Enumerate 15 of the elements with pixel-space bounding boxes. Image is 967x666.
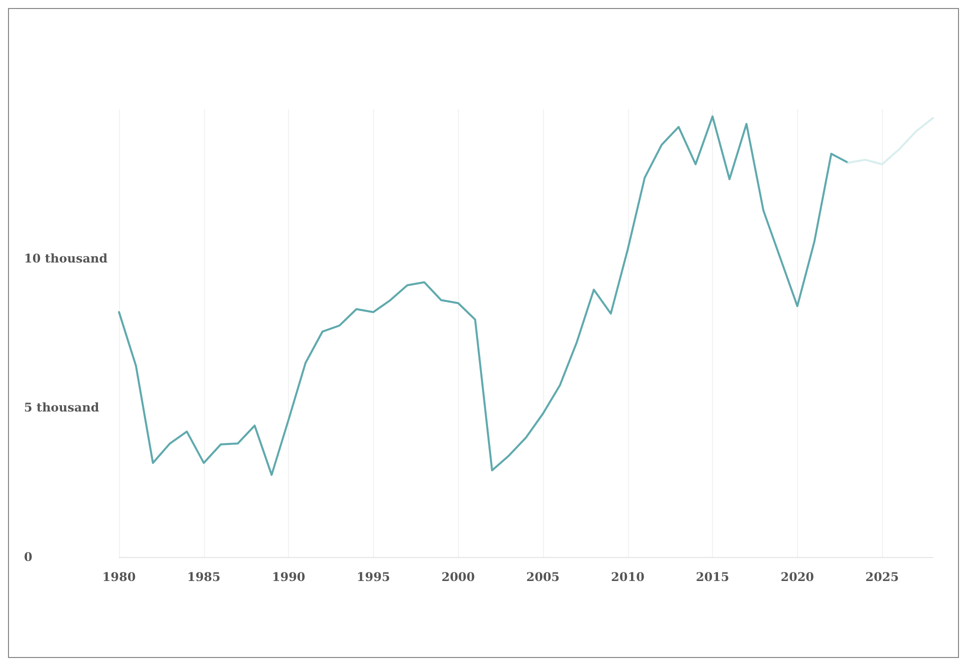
- line-series: [118, 115, 850, 476]
- line-series: [847, 116, 934, 166]
- x-tick-label: 1995: [356, 570, 390, 584]
- y-tick-label: 5 thousand: [24, 400, 100, 415]
- y-tick-label: 0: [24, 550, 32, 564]
- x-tick-label: 2000: [441, 570, 475, 584]
- x-tick-label: 2025: [865, 570, 899, 584]
- y-tick-label: 10 thousand: [24, 251, 108, 266]
- x-tick-label: 2015: [696, 570, 730, 584]
- x-tick-label: 1985: [187, 570, 220, 584]
- x-tick-label: 2005: [526, 570, 560, 584]
- x-tick-label: 2010: [611, 570, 644, 584]
- x-tick-label: 2020: [780, 570, 814, 584]
- x-tick-label: 1980: [102, 570, 136, 584]
- x-tick-label: 1990: [272, 570, 306, 584]
